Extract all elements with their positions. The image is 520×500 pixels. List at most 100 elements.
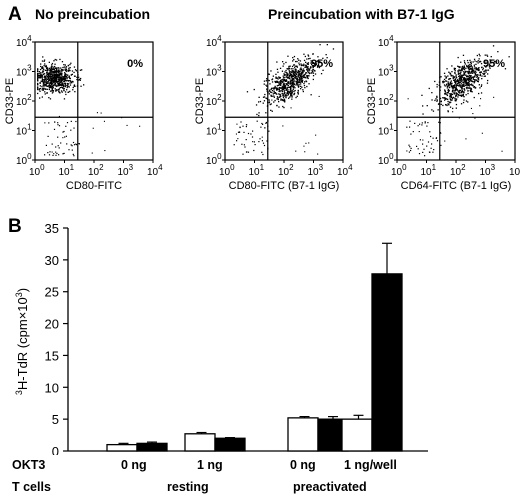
dot bbox=[265, 84, 267, 86]
x-axis-label: CD80-FITC (B7-1 IgG) bbox=[229, 180, 340, 192]
dot bbox=[46, 82, 48, 84]
dot bbox=[51, 68, 53, 71]
panel-b-letter: B bbox=[8, 216, 22, 237]
dot bbox=[481, 132, 483, 134]
dot bbox=[51, 82, 53, 84]
dot bbox=[296, 73, 298, 75]
dot bbox=[43, 87, 45, 89]
dot bbox=[457, 56, 459, 59]
dot bbox=[478, 69, 480, 71]
dot bbox=[462, 85, 464, 87]
dot bbox=[453, 92, 455, 94]
x-tick-exponent: 4 bbox=[348, 163, 353, 172]
dot bbox=[304, 64, 306, 66]
dot bbox=[476, 76, 478, 78]
dot bbox=[311, 70, 313, 72]
dot bbox=[318, 95, 320, 97]
dot bbox=[61, 77, 63, 79]
dot bbox=[466, 64, 468, 67]
dot bbox=[445, 92, 447, 94]
dot bbox=[468, 68, 470, 70]
dot bbox=[266, 97, 268, 100]
dot bbox=[51, 73, 53, 75]
dot bbox=[276, 93, 278, 95]
dot bbox=[58, 147, 60, 149]
dot bbox=[277, 78, 279, 80]
dot bbox=[494, 60, 496, 63]
dot bbox=[291, 91, 293, 93]
dot bbox=[313, 61, 315, 64]
dot bbox=[81, 69, 83, 71]
dot bbox=[422, 143, 424, 145]
dot bbox=[237, 131, 240, 133]
dot bbox=[461, 74, 463, 76]
dot bbox=[308, 58, 310, 60]
dot bbox=[312, 75, 315, 77]
dot bbox=[48, 122, 50, 124]
dot bbox=[472, 76, 474, 78]
dot bbox=[287, 68, 289, 70]
dot bbox=[284, 76, 286, 78]
dot bbox=[471, 76, 473, 78]
dot bbox=[50, 77, 53, 80]
dot bbox=[69, 77, 71, 79]
dot bbox=[457, 81, 460, 83]
dot bbox=[41, 76, 43, 79]
dot bbox=[276, 96, 279, 98]
dot bbox=[39, 68, 42, 71]
dot bbox=[265, 80, 267, 82]
dot bbox=[67, 84, 69, 86]
dot bbox=[54, 80, 57, 82]
dot bbox=[446, 85, 448, 87]
dot bbox=[282, 81, 284, 84]
dot bbox=[41, 78, 43, 80]
dot bbox=[307, 68, 309, 70]
dot bbox=[317, 56, 319, 58]
dot bbox=[473, 64, 475, 66]
dot bbox=[298, 78, 300, 80]
dot bbox=[51, 90, 53, 92]
dot bbox=[474, 73, 476, 75]
dot bbox=[427, 141, 430, 143]
dot bbox=[267, 147, 269, 149]
dot bbox=[453, 79, 455, 81]
dot bbox=[467, 71, 470, 73]
dot bbox=[282, 95, 284, 97]
dot bbox=[448, 83, 451, 85]
x-tick-exponent: 3 bbox=[129, 163, 134, 172]
x-tick-exponent: 0 bbox=[40, 163, 45, 172]
dot bbox=[446, 68, 448, 70]
dot bbox=[283, 63, 285, 65]
dot bbox=[279, 67, 282, 69]
dot bbox=[291, 80, 294, 82]
dot bbox=[482, 69, 484, 71]
dot bbox=[489, 60, 492, 62]
dot bbox=[269, 90, 271, 92]
dot bbox=[268, 99, 270, 101]
dot bbox=[469, 89, 471, 92]
dot bbox=[455, 85, 457, 87]
dot bbox=[466, 75, 468, 78]
dot bbox=[463, 74, 465, 76]
dot bbox=[273, 101, 275, 103]
dot bbox=[444, 75, 446, 77]
dot bbox=[290, 92, 293, 94]
dot bbox=[52, 74, 54, 76]
dot bbox=[55, 85, 57, 88]
dot bbox=[457, 70, 459, 72]
dot-plot-3: 100100101101102102103103104104CD33-PECD6… bbox=[366, 34, 520, 192]
dot bbox=[294, 71, 296, 73]
dot bbox=[465, 138, 467, 140]
dot bbox=[52, 68, 54, 70]
dot bbox=[49, 79, 51, 82]
dot bbox=[465, 81, 467, 83]
dot bbox=[77, 74, 79, 76]
dot bbox=[451, 75, 453, 77]
dot bbox=[287, 82, 289, 84]
dot bbox=[104, 150, 106, 152]
dot bbox=[466, 65, 468, 68]
dot bbox=[265, 97, 267, 99]
dot bbox=[273, 87, 275, 89]
dot bbox=[276, 85, 278, 87]
dot bbox=[436, 100, 438, 102]
